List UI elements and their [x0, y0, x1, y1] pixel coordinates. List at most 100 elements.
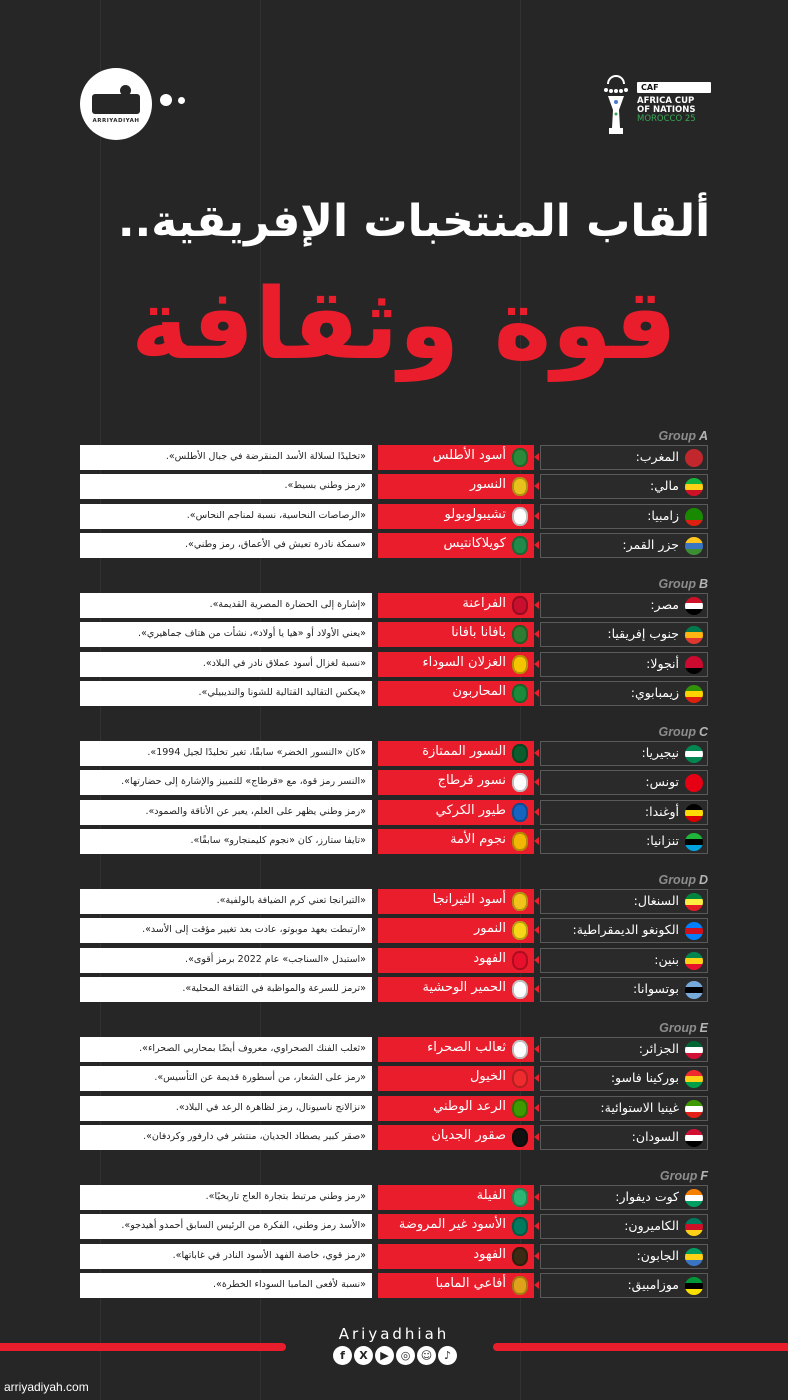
arriyadiyah-logo: ARRIYADIYAH — [80, 68, 152, 140]
afcon-logo: CAF AFRICA CUP OF NATIONS MOROCCO 25 — [603, 70, 713, 136]
country-name: بنين: — [654, 951, 679, 967]
footer-brand: Ariyadhiah — [338, 1325, 450, 1343]
country-flag-icon — [685, 893, 703, 911]
group-label: Group D — [658, 873, 708, 887]
federation-crest-icon — [512, 773, 528, 793]
group-label: Group E — [659, 1021, 708, 1035]
federation-crest-icon — [512, 596, 528, 615]
group-letter: B — [698, 577, 708, 591]
nickname-cell: النسور الممتازة — [378, 741, 534, 766]
group-label: Group F — [660, 1169, 708, 1183]
team-row: غينيا الاستوائية: الرعد الوطني «نزالانج … — [80, 1095, 708, 1121]
website-link[interactable]: arriyadiyah.com — [4, 1380, 89, 1394]
nickname-cell: نجوم الأمة — [378, 828, 534, 854]
team-row: مالي: النسور «رمز وطني بسيط». — [80, 474, 708, 500]
nickname-cell: الحمير الوحشية — [378, 976, 534, 1002]
nickname-cell: كويلاكانتيس — [378, 532, 534, 558]
nickname-cell: ثعالب الصحراء — [378, 1037, 534, 1062]
description-cell: «رمز وطني يظهر على العلم، يعبر عن الأناق… — [80, 799, 372, 825]
team-nickname: نجوم الأمة — [450, 831, 506, 847]
country-name: الجزائر: — [638, 1041, 679, 1056]
country-name: مالي: — [650, 478, 679, 494]
country-name: بوركينا فاسو: — [610, 1070, 679, 1086]
federation-crest-icon — [512, 892, 528, 911]
team-nickname: المحاربون — [452, 683, 506, 699]
snapchat-icon[interactable]: ☺ — [417, 1346, 436, 1365]
country-cell: كوت ديفوار: — [540, 1185, 708, 1210]
country-name: أنجولا: — [646, 655, 679, 671]
team-row: الكاميرون: الأسود غير المروضة «الأسد رمز… — [80, 1214, 708, 1240]
facebook-icon[interactable]: f — [333, 1346, 352, 1365]
nickname-cell: تشيبولوبولو — [378, 503, 534, 529]
nickname-description: «كان «النسور الخضر» سابقًا، تغير تخليدًا… — [147, 747, 366, 758]
country-flag-icon — [685, 1247, 703, 1266]
caf-badge: CAF — [637, 82, 711, 93]
page-title: ألقاب المنتخبات الإفريقية.. — [117, 196, 711, 247]
nickname-description: «نسبة لأفعى المامبا السوداء الخطرة». — [213, 1278, 366, 1290]
team-nickname: نسور قرطاج — [437, 773, 506, 789]
pointer-arrow-icon — [534, 807, 539, 816]
nickname-description: «الأسد رمز وطني، الفكرة من الرئيس السابق… — [121, 1220, 366, 1232]
nickname-cell: طيور الكركي — [378, 799, 534, 825]
country-flag-icon — [685, 1099, 703, 1118]
team-row: تنزانيا: نجوم الأمة «تايفا ستارز، كان «ن… — [80, 828, 708, 854]
description-cell: «ثعلب الفنك الصحراوي، معروف أيضًا بمحارب… — [80, 1037, 372, 1062]
pointer-arrow-icon — [534, 1251, 539, 1260]
team-row: مصر: الفراعنة «إشارة إلى الحضارة المصرية… — [80, 593, 708, 618]
team-row: بوركينا فاسو: الخيول «رمز على الشعار، من… — [80, 1066, 708, 1092]
x-icon[interactable]: X — [354, 1346, 373, 1365]
federation-crest-icon — [512, 1069, 528, 1089]
pointer-arrow-icon — [534, 659, 539, 668]
federation-crest-icon — [512, 448, 528, 467]
federation-crest-icon — [512, 654, 528, 674]
description-cell: «نزالانج ناسيونال، رمز لظاهرة الرعد في ا… — [80, 1095, 372, 1121]
logo-shape — [92, 94, 140, 114]
team-nickname: أفاعي المامبا — [435, 1275, 506, 1291]
group-prefix: Group — [658, 873, 696, 887]
group-prefix: Group — [658, 725, 696, 739]
team-nickname: الخيول — [469, 1069, 506, 1085]
description-cell: «نسبة لأفعى المامبا السوداء الخطرة». — [80, 1272, 372, 1298]
description-cell: «كان «النسور الخضر» سابقًا، تغير تخليدًا… — [80, 741, 372, 766]
pointer-arrow-icon — [534, 540, 539, 549]
country-name: الجابون: — [636, 1247, 680, 1263]
nickname-description: «يعني الأولاد أو «هيا يا أولاد»، نشأت من… — [138, 628, 366, 640]
country-name: تونس: — [645, 774, 679, 790]
description-cell: «رمز وطني بسيط». — [80, 474, 372, 500]
afcon-line3: MOROCCO 25 — [637, 114, 696, 124]
country-flag-icon — [685, 774, 703, 793]
country-flag-icon — [685, 922, 703, 941]
youtube-icon[interactable]: ▶ — [375, 1346, 394, 1365]
country-cell: زامبيا: — [540, 503, 708, 529]
country-cell: تونس: — [540, 770, 708, 796]
tiktok-icon[interactable]: ♪ — [438, 1346, 457, 1365]
team-nickname: الغزلان السوداء — [422, 654, 506, 670]
team-nickname: كويلاكانتيس — [443, 535, 506, 551]
country-name: أوغندا: — [644, 803, 679, 819]
nickname-description: «استبدل «السناجب» عام 2022 برمز أقوى». — [185, 953, 366, 965]
team-nickname: أسود التيرانجا — [432, 892, 506, 907]
country-flag-icon — [685, 507, 703, 526]
federation-crest-icon — [512, 625, 528, 645]
description-cell: «استبدل «السناجب» عام 2022 برمز أقوى». — [80, 947, 372, 973]
team-row: المغرب: أسود الأطلس «تخليدًا لسلالة الأس… — [80, 445, 708, 470]
team-row: زيمبابوي: المحاربون «يعكس التقاليد القتا… — [80, 680, 708, 706]
country-cell: السودان: — [540, 1124, 708, 1150]
pointer-arrow-icon — [534, 1045, 539, 1053]
nickname-description: «النسر رمز قوة، مع «قرطاج» للتمييز والإش… — [121, 776, 366, 788]
country-flag-icon — [685, 478, 703, 497]
team-row: جزر القمر: كويلاكانتيس «سمكة نادرة تعيش … — [80, 532, 708, 558]
description-cell: «رمز وطني مرتبط بتجارة العاج تاريخيًا». — [80, 1185, 372, 1210]
country-cell: الكاميرون: — [540, 1214, 708, 1240]
afcon-line1: AFRICA CUP — [637, 96, 695, 106]
nickname-cell: النسور — [378, 474, 534, 500]
team-row: بنين: الفهود «استبدل «السناجب» عام 2022 … — [80, 947, 708, 973]
country-flag-icon — [685, 1189, 703, 1207]
pointer-arrow-icon — [534, 1103, 539, 1112]
nickname-cell: أسود الأطلس — [378, 445, 534, 470]
country-flag-icon — [685, 745, 703, 763]
nickname-description: «ارتبطت بعهد موبوتو، عادت بعد تغيير مؤقت… — [142, 924, 366, 936]
social-links: f X ▶ ◎ ☺ ♪ — [330, 1346, 460, 1366]
instagram-icon[interactable]: ◎ — [396, 1346, 415, 1365]
team-nickname: صقور الجديان — [431, 1127, 506, 1143]
